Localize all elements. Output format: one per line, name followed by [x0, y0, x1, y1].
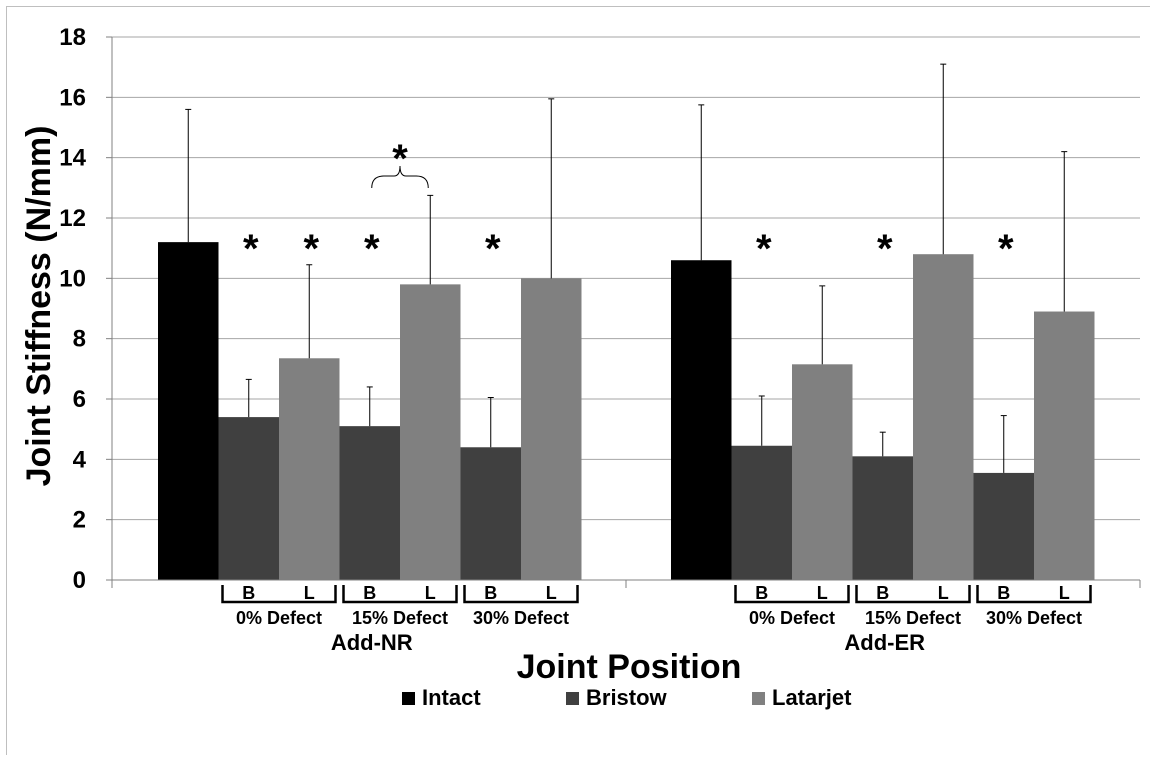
defect-label: 30% Defect: [986, 608, 1082, 628]
y-tick-label: 2: [73, 507, 86, 534]
defect-bracket: [976, 585, 1092, 604]
bar-latarjet: [913, 254, 974, 580]
significance-asterisk: *: [364, 227, 380, 271]
x-axis-title: Joint Position: [517, 648, 742, 686]
y-tick-label: 16: [59, 84, 86, 111]
error-bars: [185, 63, 1068, 473]
significance-asterisk: *: [392, 137, 408, 181]
joint-position-label: Add-ER: [844, 630, 925, 655]
legend-swatch-latarjet: [752, 692, 765, 705]
significance-asterisk: *: [303, 227, 319, 271]
significance-asterisk: *: [756, 227, 772, 271]
bar-latarjet: [1034, 311, 1095, 580]
bristow-sublabel: B: [242, 583, 255, 603]
bar-bristow: [460, 447, 521, 580]
bristow-sublabel: B: [876, 583, 889, 603]
bar-bristow: [852, 456, 913, 580]
defect-bracket: [221, 585, 337, 604]
bristow-sublabel: B: [755, 583, 768, 603]
joint-position-label: Add-NR: [331, 630, 413, 655]
significance-asterisk: *: [877, 227, 893, 271]
bar-bristow: [339, 426, 400, 580]
significance-asterisk: *: [485, 227, 501, 271]
bar-bristow: [218, 417, 279, 580]
y-axis-title: Joint Stiffness (N/mm): [20, 126, 58, 487]
significance-bracket: [371, 165, 429, 189]
y-tick-label: 10: [59, 265, 86, 292]
y-tick-label: 4: [73, 446, 87, 473]
bar-bristow: [973, 472, 1034, 580]
bar-intact: [671, 260, 732, 580]
defect-bracket: [342, 585, 458, 604]
significance-asterisk: *: [243, 227, 259, 271]
y-tick-label: 18: [59, 24, 86, 51]
bristow-sublabel: B: [363, 583, 376, 603]
defect-bracket: [734, 585, 850, 604]
defect-label: 0% Defect: [749, 608, 835, 628]
bars: [158, 242, 1095, 580]
y-tick-label: 0: [73, 567, 86, 594]
annotations: * * * * * * * *: [243, 137, 1014, 271]
bar-intact: [158, 242, 219, 580]
defect-label: 15% Defect: [865, 608, 961, 628]
defect-label: 0% Defect: [236, 608, 322, 628]
bar-latarjet: [400, 284, 461, 580]
bar-latarjet: [279, 358, 340, 580]
latarjet-sublabel: L: [546, 583, 557, 603]
legend-label-latarjet: Latarjet: [772, 685, 852, 710]
legend-label-intact: Intact: [422, 685, 481, 710]
chart-frame: [6, 6, 1150, 755]
y-tick-label: 14: [59, 145, 86, 172]
defect-bracket: [855, 585, 971, 604]
defect-label: 30% Defect: [473, 608, 569, 628]
latarjet-sublabel: L: [938, 583, 949, 603]
bar-latarjet: [792, 364, 853, 580]
legend: Intact Bristow Latarjet: [402, 685, 852, 710]
y-tick-label: 6: [73, 386, 86, 413]
bristow-sublabel: B: [997, 583, 1010, 603]
latarjet-sublabel: L: [1059, 583, 1070, 603]
latarjet-sublabel: L: [304, 583, 315, 603]
bar-bristow: [731, 445, 792, 580]
bristow-sublabel: B: [484, 583, 497, 603]
axes: [111, 37, 1141, 588]
defect-bracket: [463, 585, 579, 604]
significance-asterisk: *: [998, 227, 1014, 271]
y-tick-labels: 0 2 4 6 8 10 12 14 16 18: [59, 24, 86, 594]
latarjet-sublabel: L: [817, 583, 828, 603]
bar-latarjet: [521, 278, 582, 580]
latarjet-sublabel: L: [425, 583, 436, 603]
legend-label-bristow: Bristow: [586, 685, 668, 710]
defect-label: 15% Defect: [352, 608, 448, 628]
legend-swatch-bristow: [566, 692, 579, 705]
y-tick-label: 8: [73, 326, 86, 353]
x-category-labels: B L 0% Defect B L 15% Defect B L 30% Defect Add-N…: [221, 583, 1092, 655]
y-tick-label: 12: [59, 205, 86, 232]
legend-swatch-intact: [402, 692, 415, 705]
